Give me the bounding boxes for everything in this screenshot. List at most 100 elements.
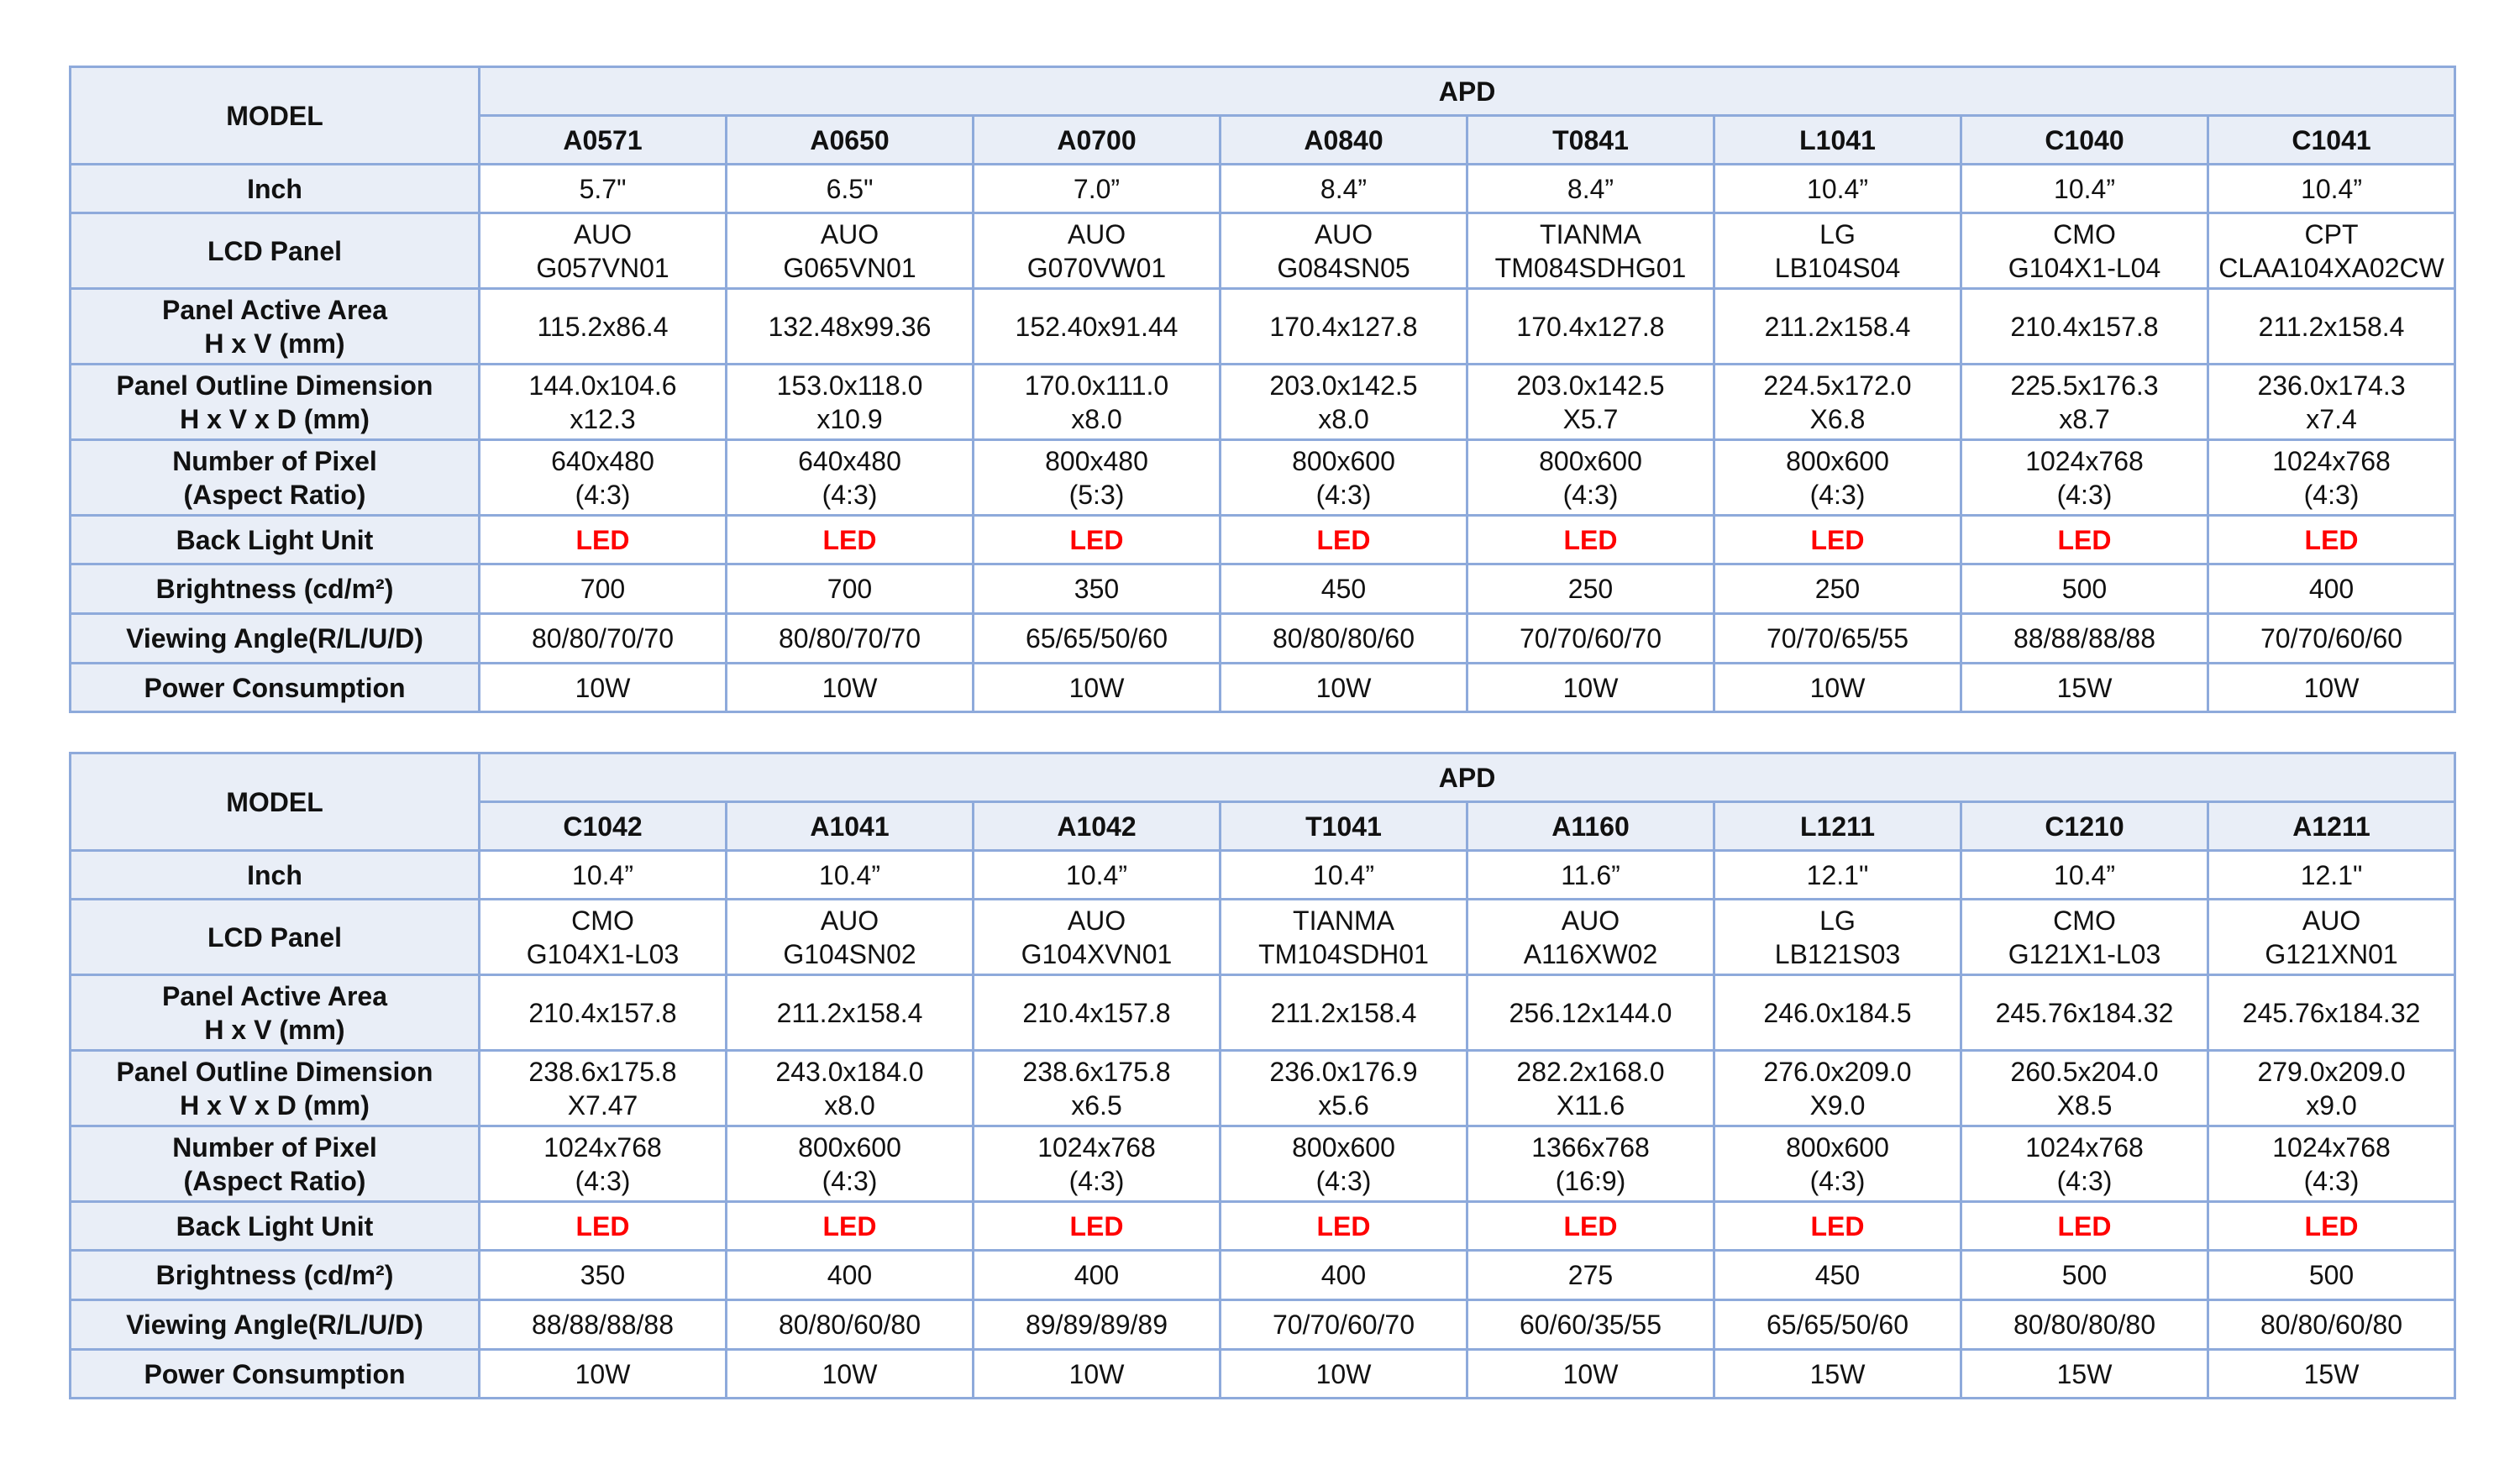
row-brightness-value: 350: [972, 563, 1221, 615]
row-outline-value: 236.0x176.9 x5.6: [1219, 1049, 1468, 1127]
row-backlight-value: LED: [2206, 1200, 2457, 1252]
row-viewing-angle-value: 80/80/80/60: [1219, 612, 1468, 664]
row-active-area-value: 211.2x158.4: [725, 974, 974, 1052]
row-active-area: Panel Active Area H x V (mm) 115.2x86.4 132…: [69, 287, 2457, 365]
row-lcd-panel-value-line-1: CMO: [2053, 905, 2116, 936]
row-inch: Inch 5.7" 6.5" 7.0” 8.4” 8.4” 10.4” 10.4” 10.4”: [69, 163, 2457, 214]
model-code-a1041: A1041: [725, 800, 974, 852]
row-pixels-value-line-2: (4:3): [575, 479, 631, 510]
row-viewing-angle-value: 80/80/80/80: [1960, 1299, 2209, 1351]
row-outline-value: 282.2x168.0 X11.6: [1466, 1049, 1715, 1127]
row-active-area-label-line-1: Panel Active Area: [162, 980, 387, 1011]
row-brightness-label: Brightness (cd/m²): [69, 1249, 480, 1301]
row-outline-value-line-2: x9.0: [2306, 1089, 2357, 1121]
row-outline-value-line-1: 238.6x175.8: [528, 1056, 677, 1087]
row-active-area-value: 245.76x184.32: [2206, 974, 2457, 1052]
row-lcd-panel-value: AUO A116XW02: [1466, 898, 1715, 976]
row-backlight: Back Light Unit LED LED LED LED LED LED LED LED: [69, 1200, 2457, 1252]
row-pixels-value-line-1: 1024x768: [2272, 445, 2391, 476]
row-pixels-value: 1024x768 (4:3): [478, 1125, 727, 1203]
row-lcd-panel-value-line-1: CMO: [2053, 218, 2116, 249]
row-pixels-value-line-2: (4:3): [822, 1165, 878, 1196]
row-brightness-value: 400: [725, 1249, 974, 1301]
row-pixels-value-line-1: 1024x768: [543, 1131, 662, 1163]
row-power-label: Power Consumption: [69, 662, 480, 713]
row-active-area-value: 210.4x157.8: [478, 974, 727, 1052]
row-power-value: 15W: [1713, 1348, 1962, 1399]
row-lcd-panel-value-line-2: LB121S03: [1774, 938, 1901, 969]
row-outline-value-line-2: X6.8: [1809, 403, 1866, 434]
row-outline-value-line-1: 236.0x176.9: [1269, 1056, 1418, 1087]
row-outline-value: 238.6x175.8 x6.5: [972, 1049, 1221, 1127]
row-inch-label: Inch: [69, 849, 480, 900]
row-pixels-value-line-2: (4:3): [2056, 1165, 2113, 1196]
row-power-value: 10W: [1466, 662, 1715, 713]
row-lcd-panel-value-line-2: G104X1-L04: [2008, 252, 2161, 283]
row-outline: Panel Outline Dimension H x V x D (mm) 144…: [69, 363, 2457, 441]
header-row-models: A0571 A0650 A0700 A0840 T0841 L1041 C1040 C1041: [71, 114, 2457, 165]
row-pixels-value-line-2: (4:3): [1315, 479, 1372, 510]
row-backlight-value: LED: [972, 514, 1221, 565]
row-lcd-panel-value: LG LB121S03: [1713, 898, 1962, 976]
row-outline-label-line-2: H x V x D (mm): [180, 403, 370, 434]
row-pixels-value: 800x600 (4:3): [1713, 438, 1962, 517]
row-lcd-panel: LCD Panel CMO G104X1-L03 AUO G104SN02 AUO G104…: [69, 898, 2457, 976]
row-pixels-value: 800x600 (4:3): [1713, 1125, 1962, 1203]
row-lcd-panel-value-line-1: AUO: [820, 218, 879, 249]
row-brightness-value: 500: [1960, 563, 2209, 615]
row-viewing-angle-value: 80/80/70/70: [725, 612, 974, 664]
row-pixels-value: 640x480 (4:3): [725, 438, 974, 517]
row-lcd-panel-value-line-1: AUO: [1314, 218, 1373, 249]
row-outline-value-line-1: 203.0x142.5: [1269, 370, 1418, 401]
row-outline-value-line-1: 238.6x175.8: [1022, 1056, 1171, 1087]
row-lcd-panel-value: CMO G121X1-L03: [1960, 898, 2209, 976]
row-backlight-value: LED: [1466, 514, 1715, 565]
row-active-area-label-line-2: H x V (mm): [204, 1014, 345, 1045]
row-pixels-value-line-2: (4:3): [1809, 479, 1866, 510]
row-outline-label: Panel Outline Dimension H x V x D (mm): [69, 363, 480, 441]
row-backlight-value: LED: [972, 1200, 1221, 1252]
row-lcd-panel-value: AUO G104SN02: [725, 898, 974, 976]
row-lcd-panel-value-line-1: LG: [1819, 218, 1856, 249]
row-brightness-value: 700: [725, 563, 974, 615]
row-backlight-value: LED: [1960, 1200, 2209, 1252]
row-active-area-value: 115.2x86.4: [478, 287, 727, 365]
row-power-value: 10W: [725, 1348, 974, 1399]
group-header-apd: APD: [477, 752, 2457, 803]
row-pixels-value-line-1: 1366x768: [1531, 1131, 1650, 1163]
model-code-a1160: A1160: [1466, 800, 1715, 852]
row-power-value: 15W: [1960, 1348, 2209, 1399]
row-viewing-angle-label: Viewing Angle(R/L/U/D): [69, 612, 480, 664]
row-brightness-value: 275: [1466, 1249, 1715, 1301]
row-brightness-value: 250: [1466, 563, 1715, 615]
row-active-area-value: 210.4x157.8: [972, 974, 1221, 1052]
row-viewing-angle-value: 65/65/50/60: [1713, 1299, 1962, 1351]
row-viewing-angle-value: 80/80/60/80: [725, 1299, 974, 1351]
row-pixels-value-line-2: (4:3): [822, 479, 878, 510]
row-inch-value: 10.4”: [1960, 849, 2209, 900]
row-outline-label: Panel Outline Dimension H x V x D (mm): [69, 1049, 480, 1127]
row-outline: Panel Outline Dimension H x V x D (mm) 238…: [69, 1049, 2457, 1127]
row-backlight-label: Back Light Unit: [69, 514, 480, 565]
row-pixels-value-line-1: 1024x768: [1037, 1131, 1156, 1163]
row-brightness-value: 400: [1219, 1249, 1468, 1301]
row-pixels-label: Number of Pixel (Aspect Ratio): [69, 1125, 480, 1203]
row-active-area-value: 210.4x157.8: [1960, 287, 2209, 365]
row-pixels-value: 800x600 (4:3): [1219, 438, 1468, 517]
model-code-l1041: L1041: [1713, 114, 1962, 165]
model-code-l1211: L1211: [1713, 800, 1962, 852]
row-inch-value: 10.4”: [725, 849, 974, 900]
row-pixels-value: 1366x768 (16:9): [1466, 1125, 1715, 1203]
row-power-label: Power Consumption: [69, 1348, 480, 1399]
row-active-area-label: Panel Active Area H x V (mm): [69, 287, 480, 365]
row-lcd-panel-value-line-2: G104XVN01: [1021, 938, 1173, 969]
row-power-value: 10W: [972, 662, 1221, 713]
row-backlight-value: LED: [1713, 514, 1962, 565]
group-header-apd: APD: [477, 66, 2457, 117]
row-backlight-value: LED: [1960, 514, 2209, 565]
row-active-area-label-line-2: H x V (mm): [204, 328, 345, 359]
row-outline-value-line-2: x8.7: [2059, 403, 2110, 434]
row-lcd-panel-value-line-1: AUO: [820, 905, 879, 936]
row-power-value: 10W: [478, 1348, 727, 1399]
row-pixels-label-line-2: (Aspect Ratio): [183, 1165, 366, 1196]
